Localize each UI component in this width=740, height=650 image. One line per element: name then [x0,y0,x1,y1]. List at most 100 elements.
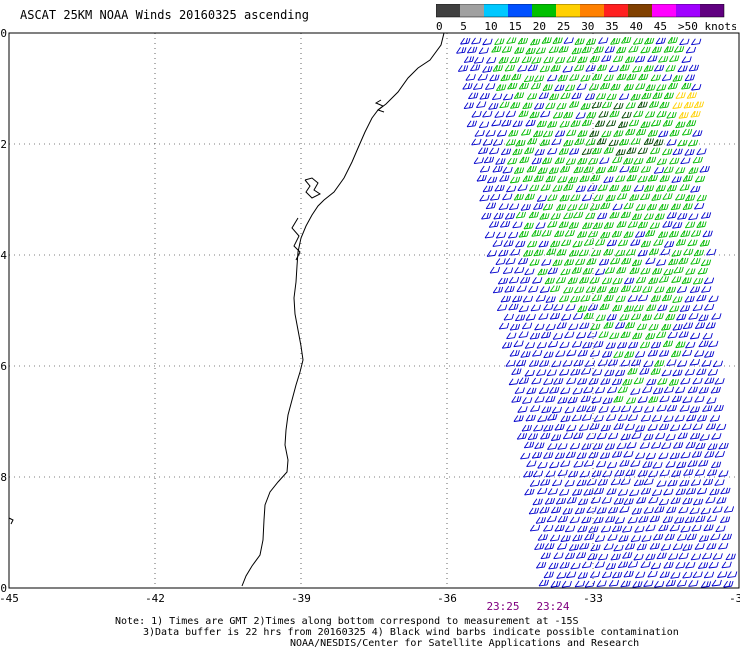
wind-barb [573,432,584,440]
wind-barb [679,38,690,46]
wind-barb [489,266,501,274]
wind-barb [543,424,554,432]
wind-barb [642,286,653,293]
wind-barb [644,111,656,118]
wind-barb [547,194,558,202]
wind-barb [513,167,525,174]
wind-barb [713,404,724,412]
wind-barb [680,377,691,385]
wind-barb [692,277,704,285]
wind-barb [679,405,690,412]
wind-barb [670,203,681,211]
wind-barb [677,65,688,73]
wind-barb [609,257,621,265]
wind-barb [611,156,623,164]
wind-barb [519,276,531,284]
wind-barb [612,304,623,312]
wind-barb [591,396,602,404]
wind-barb [581,46,592,54]
wind-barb [557,469,568,477]
wind-barb [514,266,525,274]
wind-barb [703,571,715,579]
wind-barb [498,322,510,330]
wind-barb [564,525,576,533]
wind-barb [663,241,675,248]
wind-barb [530,82,542,90]
wind-barb [600,525,612,533]
wind-barb [672,102,683,109]
wind-barb [665,579,676,587]
colorbar-segment [580,4,604,17]
wind-barb [692,304,703,312]
wind-barb [687,239,698,247]
wind-barb [559,369,570,376]
wind-barb [509,323,521,331]
wind-barb [488,103,499,110]
wind-barb [483,156,495,164]
wind-barb [616,46,627,54]
wind-barb [554,230,565,238]
wind-barb [517,65,528,72]
wind-barb [607,506,619,514]
wind-barb [507,82,518,90]
wind-barb [676,313,687,321]
wind-barb [667,479,678,487]
wind-barb [668,258,679,266]
wind-barb [685,120,697,127]
wind-barb [545,323,556,331]
wind-barb [584,360,596,367]
wind-barb [640,267,651,275]
wind-barb [613,423,624,430]
wind-barb [543,571,554,579]
wind-barb [723,580,734,588]
wind-barb [616,341,628,349]
wind-barb [649,147,661,155]
wind-barb [614,322,626,329]
wind-barb [544,277,555,285]
wind-barb [634,452,646,460]
colorbar-label: >50 knots [678,20,736,33]
wind-barb [700,581,712,588]
wind-barb [633,157,644,165]
wind-barb [714,377,725,385]
wind-barb [495,158,506,165]
wind-barb [488,147,500,155]
wind-barb [541,229,552,237]
wind-barb [690,110,701,118]
wind-barb [685,487,697,495]
wind-barb [496,84,507,91]
wind-barb [718,470,729,477]
wind-barb [557,74,568,82]
wind-barb [627,341,639,349]
wind-barb [541,406,552,414]
wind-barb [555,350,566,358]
wind-barb [515,211,527,219]
wind-barb [658,55,669,63]
wind-barb [667,82,678,90]
wind-barb [662,340,674,348]
wind-barb [672,75,683,82]
wind-barb [573,359,584,367]
wind-barb [496,304,508,312]
wind-barb [471,138,482,146]
wind-barb [531,230,542,237]
wind-barb [616,221,627,228]
wind-barb [681,423,692,431]
wind-barb [583,488,594,496]
wind-barb [684,221,696,229]
wind-barb [462,82,473,90]
wind-barb [615,149,626,156]
wind-barb [655,259,667,266]
wind-barb [642,461,653,468]
colorbar-segment [484,4,508,17]
wind-barb [659,175,670,182]
wind-barb [651,489,663,497]
wind-barb [521,424,532,432]
wind-barb [652,387,664,395]
wind-barb [564,331,575,339]
wind-barb [538,579,549,587]
note-line-3: NOAA/NESDIS/Center for Satellite Applica… [290,638,640,649]
wind-barb [669,452,680,460]
wind-barb [478,47,489,55]
wind-barb [649,515,660,523]
